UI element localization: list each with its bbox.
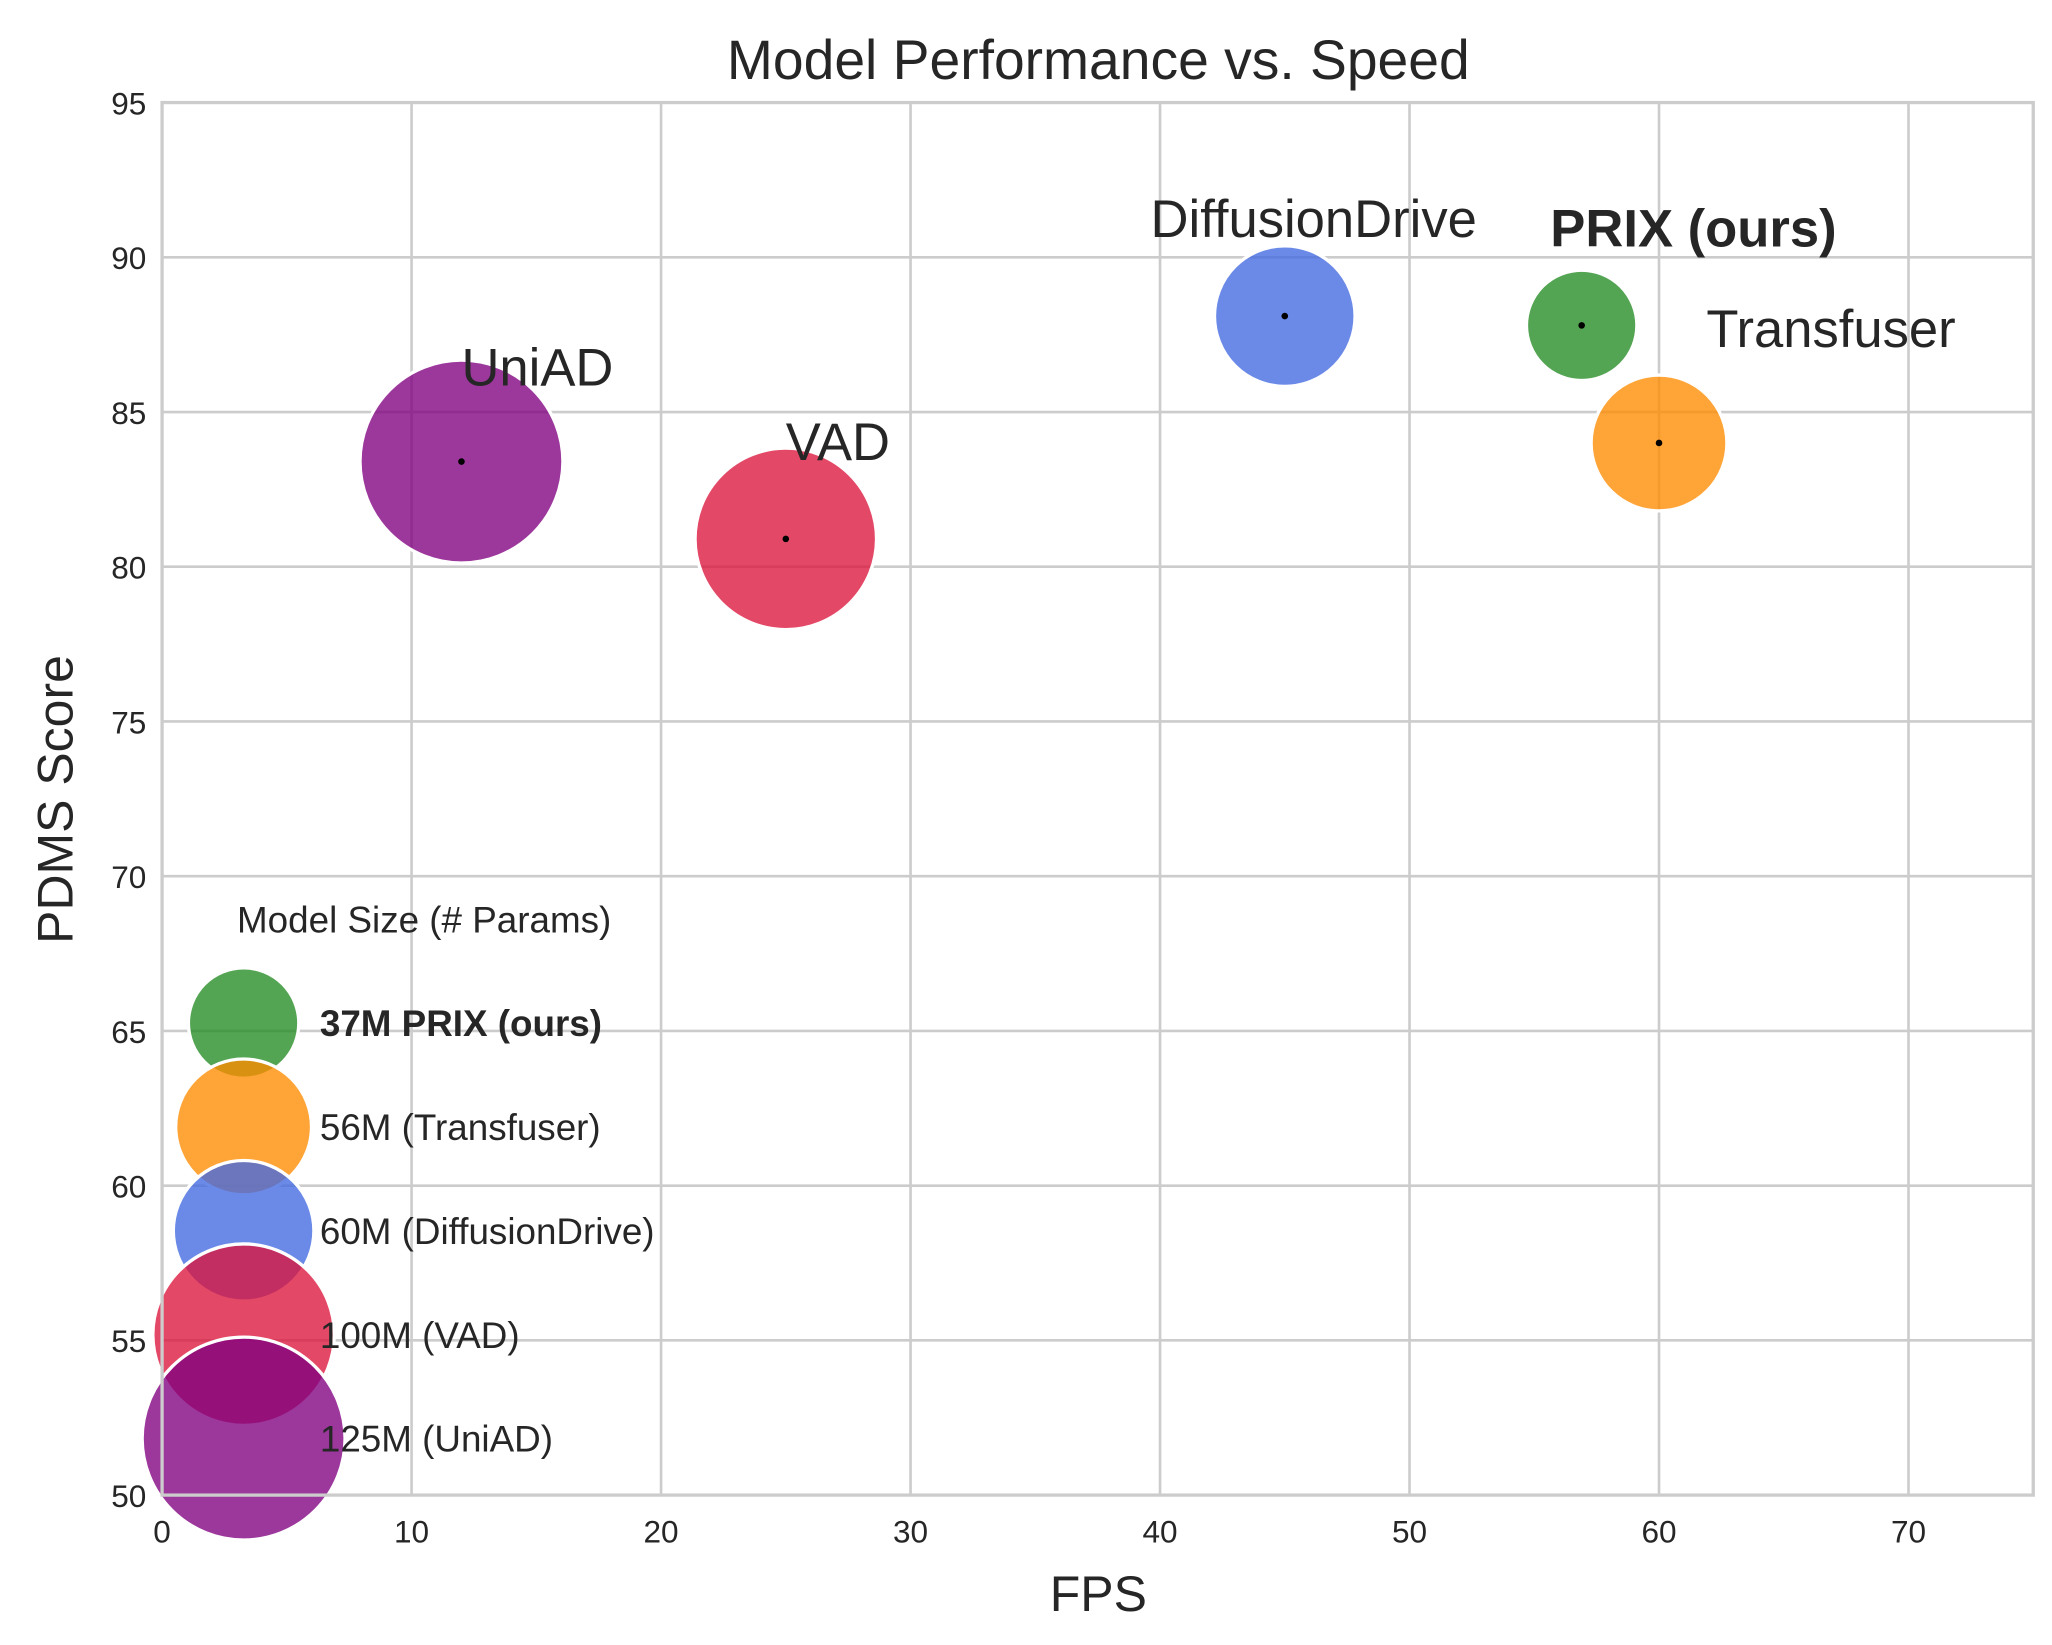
- y-tick-label: 80: [111, 550, 146, 586]
- data-points: UniAD VAD DiffusionDrive PRIX (ours) Transfu…: [358, 190, 1956, 632]
- grid: 0 10 20 30 40 50 60 70 50 55 60 65 70 75 80 85 90 95: [111, 85, 2034, 1549]
- y-tick-label: 85: [111, 395, 146, 431]
- x-tick-label: 0: [153, 1513, 171, 1549]
- legend-title: Model Size (# Params): [237, 899, 611, 940]
- y-tick-label: 75: [111, 704, 146, 740]
- point-label: PRIX (ours): [1550, 199, 1836, 258]
- legend-label: 125M (UniAD): [320, 1419, 553, 1460]
- y-tick-label: 95: [111, 85, 146, 121]
- y-tick-label: 55: [111, 1323, 146, 1359]
- y-tick-label: 65: [111, 1014, 146, 1050]
- x-tick-label: 20: [644, 1513, 679, 1549]
- center-dot: [1578, 322, 1585, 329]
- point-label: Transfuser: [1706, 300, 1955, 359]
- legend-label: 60M (DiffusionDrive): [320, 1211, 655, 1252]
- x-tick-label: 40: [1142, 1513, 1177, 1549]
- center-dot: [1281, 312, 1289, 320]
- center-dot: [458, 458, 465, 465]
- x-tick-label: 70: [1891, 1513, 1926, 1549]
- point-label: UniAD: [461, 338, 613, 397]
- x-tick-label: 50: [1392, 1513, 1427, 1549]
- y-tick-label: 50: [111, 1478, 146, 1514]
- chart-title: Model Performance vs. Speed: [727, 29, 1470, 91]
- legend-label: 100M (VAD): [320, 1315, 520, 1356]
- x-axis-label: FPS: [1050, 1566, 1147, 1622]
- x-tick-label: 60: [1641, 1513, 1676, 1549]
- legend-label: 37M PRIX (ours): [320, 1003, 602, 1044]
- x-tick-label: 10: [394, 1513, 429, 1549]
- legend-marker: [140, 1335, 347, 1542]
- y-tick-label: 90: [111, 240, 146, 276]
- point-label: DiffusionDrive: [1151, 190, 1477, 249]
- y-tick-label: 60: [111, 1168, 146, 1204]
- legend: Model Size (# Params) 37M PRIX (ours) 56M …: [140, 899, 655, 1542]
- center-dot: [1655, 439, 1663, 447]
- plot-frame: [160, 100, 2035, 1497]
- center-dot: [782, 535, 790, 543]
- y-axis-label: PDMS Score: [28, 655, 84, 944]
- point-label: VAD: [786, 413, 890, 472]
- y-tick-label: 70: [111, 859, 146, 895]
- x-tick-label: 30: [893, 1513, 928, 1549]
- legend-label: 56M (Transfuser): [320, 1107, 601, 1148]
